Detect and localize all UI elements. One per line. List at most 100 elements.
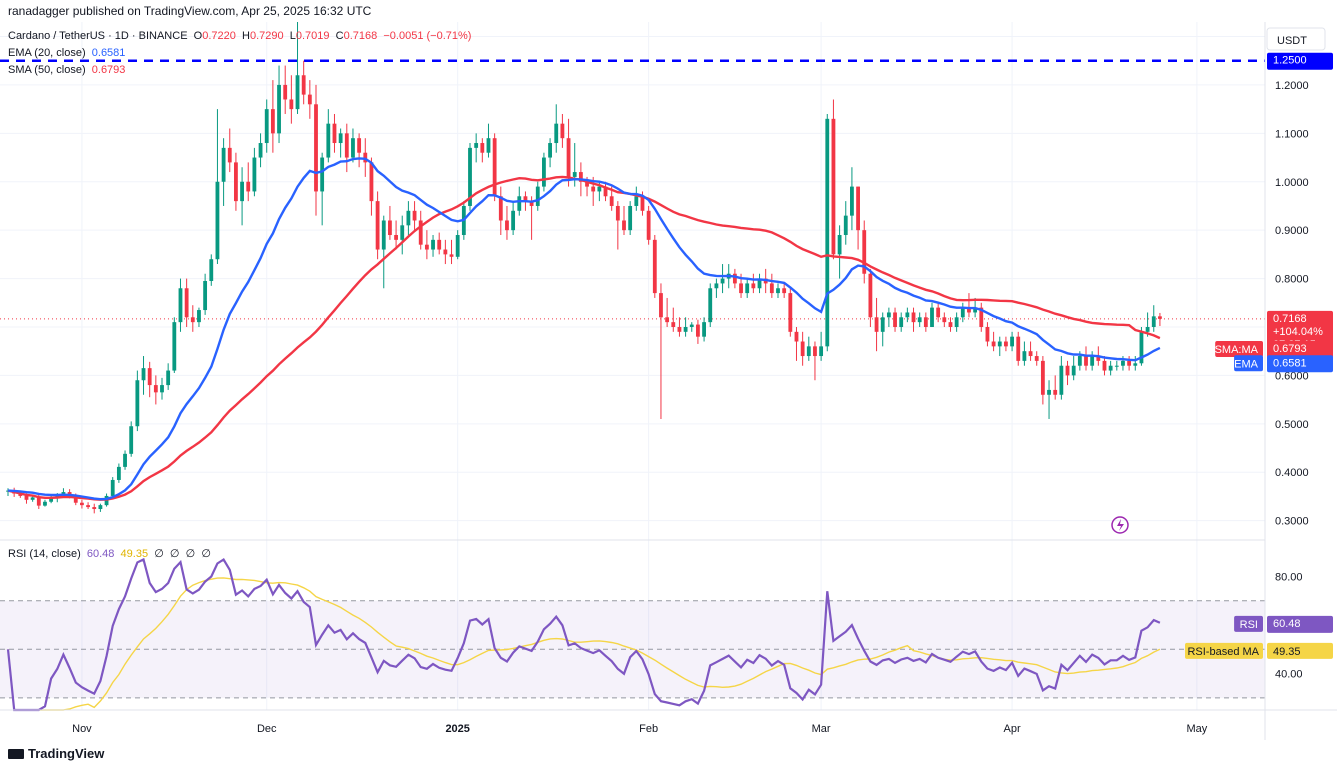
candle-body: [49, 497, 54, 502]
candle-body: [646, 210, 651, 240]
candle-body: [560, 123, 565, 139]
rsi-tick-label: 40.00: [1275, 669, 1303, 681]
candle-body: [252, 157, 257, 192]
candle-body: [837, 235, 842, 255]
tradingview-logo[interactable]: TradingView: [8, 746, 104, 761]
candle: [659, 283, 663, 419]
candle: [954, 312, 959, 332]
candle: [634, 186, 639, 211]
candle-body: [609, 196, 614, 206]
candle: [862, 220, 867, 284]
candle: [665, 297, 670, 327]
candle-body: [640, 196, 645, 211]
candle-body: [406, 210, 411, 226]
candle-body: [997, 341, 1002, 347]
ema-legend-label: EMA (20, close): [8, 47, 86, 59]
candle: [646, 205, 651, 245]
candle: [886, 307, 891, 327]
candle-body: [554, 123, 559, 144]
candle-body: [862, 230, 867, 274]
candle-body: [850, 186, 854, 216]
rsi-tag-name: RSI: [1240, 619, 1258, 631]
candle-body: [628, 205, 633, 231]
candle: [172, 317, 177, 373]
candle-body: [714, 283, 719, 289]
rsima-tag-value: 49.35: [1273, 646, 1301, 658]
candle-body: [665, 317, 670, 323]
candle-body: [1127, 360, 1132, 366]
candle: [985, 322, 990, 347]
candle-body: [782, 288, 787, 294]
moving-average-lines: [7, 157, 1161, 501]
x-tick-label: Nov: [72, 723, 92, 735]
candle-body: [1090, 356, 1095, 366]
candle: [917, 312, 922, 327]
candle: [948, 317, 953, 332]
candle-body: [24, 495, 29, 500]
candle-body: [110, 479, 115, 496]
candle-body: [116, 466, 121, 480]
candle: [110, 477, 115, 498]
candle: [474, 133, 479, 163]
candle: [880, 312, 885, 347]
candle: [1108, 360, 1113, 376]
price-tag-text: +104.04%: [1273, 326, 1323, 338]
candle-body: [388, 220, 392, 236]
rsi-tag: 60.48 RSI: [1234, 615, 1333, 633]
candle: [326, 109, 331, 163]
symbol-legend: Cardano / TetherUS · 1D · BINANCE O0.722…: [8, 30, 471, 42]
candle: [905, 307, 910, 323]
candle: [535, 181, 540, 211]
price-tag-text: 0.7168: [1273, 313, 1307, 325]
candle-body: [486, 138, 491, 153]
currency-label: USDT: [1277, 35, 1307, 47]
candle: [277, 65, 281, 144]
candle-body: [412, 210, 417, 221]
candle-body: [843, 215, 848, 236]
candle: [147, 361, 152, 398]
candle: [708, 283, 713, 327]
candle: [1133, 356, 1138, 371]
candle-body: [788, 293, 793, 332]
ema-tag-name-bg: [1234, 355, 1263, 372]
candle-body: [418, 220, 423, 245]
candle: [203, 273, 208, 315]
candle-body: [923, 317, 928, 327]
rsi-legend-empty-4: ∅: [201, 548, 211, 560]
candle-body: [480, 143, 485, 153]
candle: [215, 109, 220, 265]
candle: [806, 336, 811, 361]
rsi-tick-label: 80.00: [1275, 571, 1303, 583]
candle-body: [886, 312, 891, 318]
candle: [270, 80, 275, 153]
candle-body: [991, 341, 996, 347]
candle: [455, 230, 460, 260]
candle: [893, 307, 897, 332]
candle: [400, 215, 405, 255]
candle-body: [1158, 316, 1162, 319]
candle-body: [936, 307, 941, 318]
lightning-icon-ring: [1111, 516, 1129, 534]
rsima-tag-name: RSI-based MA: [1187, 646, 1259, 658]
y-tick-label: 0.5000: [1275, 419, 1309, 431]
candle-body: [123, 453, 127, 467]
candle-body: [474, 143, 479, 148]
candle-body: [351, 138, 355, 158]
candle-body: [295, 75, 300, 110]
high-label: H: [242, 30, 250, 42]
candle-body: [813, 346, 817, 357]
sma-legend: SMA (50, close) 0.6793: [8, 64, 125, 76]
candle: [443, 239, 448, 265]
sma-tag-bg: [1267, 341, 1333, 359]
candle: [837, 225, 842, 279]
candle: [1151, 305, 1156, 332]
candle-body: [769, 283, 774, 294]
candle: [622, 205, 626, 236]
candle-body: [160, 385, 164, 393]
candle: [178, 278, 183, 332]
x-tick-label: Mar: [812, 723, 831, 735]
candle-body: [825, 118, 830, 347]
candle: [283, 65, 288, 114]
candle: [720, 264, 725, 294]
candle-body: [277, 84, 281, 134]
